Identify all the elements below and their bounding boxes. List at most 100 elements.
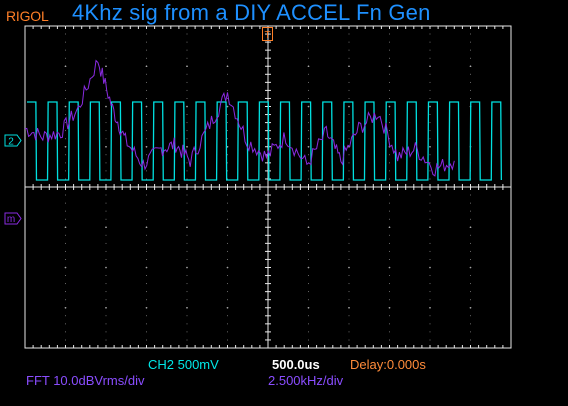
grid-minor-dot	[105, 130, 107, 132]
grid-minor-dot	[105, 73, 107, 75]
grid-minor-dot	[146, 154, 147, 156]
grid-minor-dot	[389, 49, 390, 51]
grid-minor-dot	[65, 130, 66, 132]
fft-scale-readout: FFT 10.0dBVrms/div	[26, 373, 145, 388]
grid-minor-dot	[65, 226, 66, 228]
grid-minor-dot	[470, 315, 471, 317]
grid-minor-dot	[389, 315, 390, 317]
grid-minor-dot	[389, 130, 390, 132]
fft-math-marker-icon[interactable]: m	[4, 212, 22, 225]
grid-minor-dot	[389, 275, 390, 277]
grid-minor-dot	[65, 41, 66, 43]
grid-minor-dot	[308, 73, 309, 75]
ch2-scale-readout: CH2 500mV	[148, 357, 219, 372]
grid-minor-dot	[105, 170, 107, 172]
grid-minor-dot	[227, 57, 228, 59]
grid-minor-dot	[186, 242, 188, 244]
grid-minor-dot	[429, 114, 431, 116]
grid-minor-dot	[146, 339, 147, 341]
grid-minor-dot	[389, 291, 390, 293]
grid-minor-dot	[389, 138, 390, 140]
grid-minor-dot	[308, 57, 309, 59]
grid-minor-dot	[227, 202, 228, 204]
ch2-level-marker-icon[interactable]: 2	[4, 134, 22, 147]
grid-minor-dot	[389, 170, 390, 172]
grid-minor-dot	[105, 49, 107, 51]
grid-minor-dot	[429, 339, 431, 341]
grid-minor-dot	[146, 291, 147, 293]
grid-minor-dot	[470, 299, 471, 301]
grid-minor-dot	[308, 170, 309, 172]
grid-minor-dot	[146, 210, 147, 212]
grid-minor-dot	[146, 234, 147, 236]
grid-minor-dot	[146, 41, 147, 43]
grid-minor-dot	[308, 315, 309, 317]
grid-minor-dot	[186, 331, 188, 333]
grid-minor-dot	[470, 49, 471, 51]
grid-minor-dot	[389, 218, 390, 220]
grid-minor-dot	[348, 323, 350, 325]
grid-minor-dot	[348, 178, 350, 180]
grid-minor-dot	[105, 323, 107, 325]
trigger-position-icon[interactable]: T	[262, 27, 273, 42]
grid-minor-dot	[105, 331, 107, 333]
grid-minor-dot	[105, 258, 107, 260]
grid-minor-dot	[227, 170, 228, 172]
grid-minor-dot	[470, 97, 471, 99]
grid-minor-dot	[308, 202, 309, 204]
grid-minor-dot	[65, 89, 66, 91]
grid-minor-dot	[227, 122, 228, 124]
grid-minor-dot	[308, 258, 309, 260]
grid-minor-dot	[470, 226, 471, 228]
grid-minor-dot	[348, 73, 350, 75]
grid-minor-dot	[470, 258, 471, 260]
graticule	[24, 25, 512, 349]
grid-minor-dot	[308, 114, 309, 116]
grid-minor-dot	[308, 146, 309, 148]
grid-minor-dot	[429, 283, 431, 285]
grid-minor-dot	[65, 194, 66, 196]
grid-minor-dot	[227, 275, 228, 277]
grid-minor-dot	[227, 97, 228, 99]
grid-minor-dot	[227, 81, 228, 83]
grid-minor-dot	[105, 33, 107, 35]
grid-minor-dot	[105, 41, 107, 43]
grid-minor-dot	[227, 267, 228, 268]
grid-minor-dot	[146, 242, 147, 244]
grid-minor-dot	[308, 242, 309, 244]
grid-minor-dot	[105, 146, 107, 148]
grid-minor-dot	[227, 250, 228, 252]
grid-minor-dot	[389, 65, 390, 67]
grid-minor-dot	[429, 202, 431, 204]
grid-minor-dot	[348, 210, 350, 212]
grid-minor-dot	[146, 299, 147, 301]
grid-minor-dot	[470, 194, 471, 196]
grid-minor-dot	[227, 162, 228, 164]
grid-minor-dot	[308, 210, 309, 212]
grid-minor-dot	[65, 234, 66, 236]
grid-minor-dot	[389, 299, 390, 301]
ch2-marker-label: 2	[8, 137, 14, 148]
grid-minor-dot	[146, 258, 147, 260]
grid-minor-dot	[348, 307, 350, 309]
grid-minor-dot	[429, 210, 431, 212]
grid-minor-dot	[65, 323, 66, 325]
grid-minor-dot	[65, 331, 66, 333]
grid-minor-dot	[146, 218, 147, 220]
grid-minor-dot	[65, 218, 66, 220]
grid-minor-dot	[389, 339, 390, 341]
grid-minor-dot	[308, 89, 309, 91]
grid-minor-dot	[470, 218, 471, 220]
grid-minor-dot	[186, 210, 188, 212]
grid-minor-dot	[186, 122, 188, 124]
grid-minor-dot	[308, 291, 309, 293]
grid-minor-dot	[146, 97, 147, 99]
ch2-trace	[27, 101, 502, 181]
grid-minor-dot	[470, 41, 471, 43]
grid-minor-dot	[389, 154, 390, 156]
grid-minor-dot	[65, 122, 66, 124]
grid-minor-dot	[470, 33, 471, 35]
grid-minor-dot	[470, 283, 471, 285]
grid-minor-dot	[105, 299, 107, 301]
grid-minor-dot	[105, 57, 107, 59]
